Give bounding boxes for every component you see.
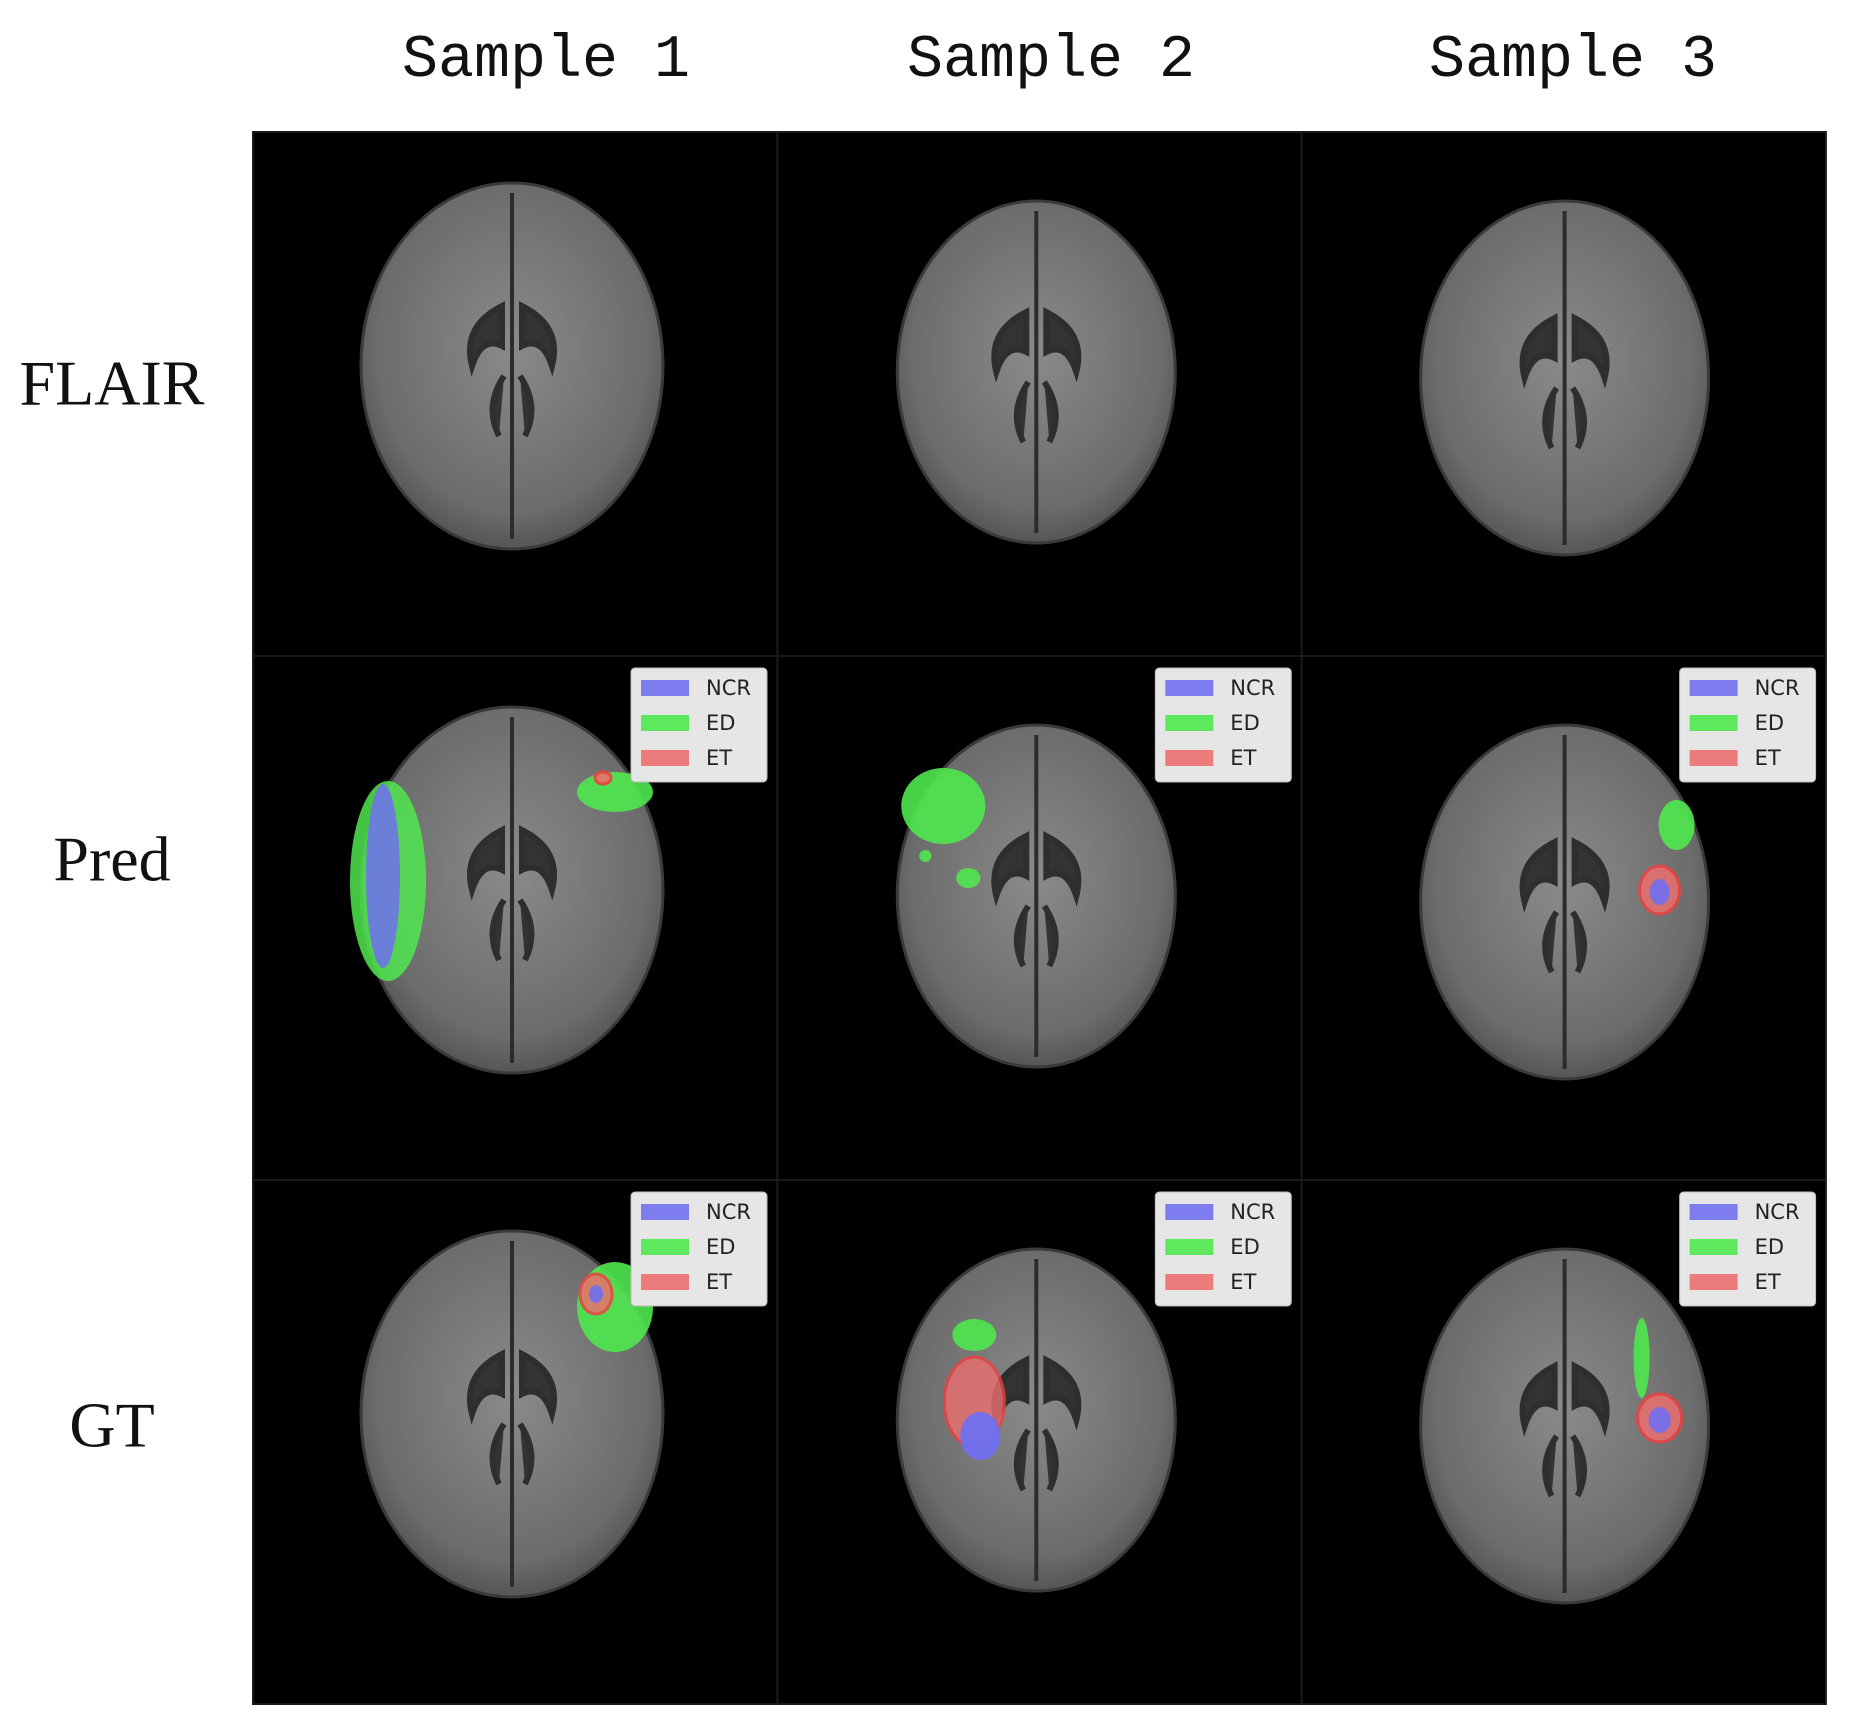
ventricle	[991, 831, 1082, 968]
legend-swatch	[1689, 715, 1738, 731]
legend-swatch	[1165, 1239, 1214, 1255]
legend-label: NCR	[1755, 1200, 1800, 1224]
legend-label: ED	[1755, 1235, 1784, 1259]
legend-label: ET	[1230, 746, 1256, 770]
ventricle	[1519, 837, 1610, 974]
legend-swatch	[641, 750, 689, 766]
legend-swatch	[1165, 750, 1214, 766]
mri-slice: NCR ED ET	[1419, 1191, 1817, 1605]
mri-slice: NCR ED ET	[359, 1191, 768, 1599]
legend-swatch	[1165, 715, 1214, 731]
legend-swatch	[1165, 1204, 1214, 1220]
legend-label: NCR	[706, 676, 751, 700]
segmentation	[1633, 1318, 1650, 1398]
legend-swatch	[641, 680, 689, 696]
column-header: Sample 2	[907, 27, 1195, 95]
legend-swatch	[1689, 1239, 1738, 1255]
mri-slice	[359, 181, 665, 551]
legend-label: ED	[706, 711, 735, 735]
segmentation	[589, 1285, 603, 1303]
legend-label: ET	[706, 746, 732, 770]
legend-label: NCR	[1230, 1200, 1275, 1224]
ventricle	[467, 1349, 557, 1486]
legend-swatch	[1689, 680, 1738, 696]
mri-slice	[1419, 199, 1711, 557]
ventricle	[991, 307, 1082, 444]
legend: NCR ED ET	[630, 667, 768, 783]
legend-label: ED	[706, 1235, 735, 1259]
legend-label: NCR	[1230, 676, 1275, 700]
ventricle	[467, 301, 557, 438]
legend-label: ET	[1755, 1270, 1781, 1294]
legend-swatch	[641, 1204, 689, 1220]
legend: NCR ED ET	[1679, 667, 1817, 783]
legend-label: ED	[1230, 1235, 1259, 1259]
mri-slice: NCR ED ET	[895, 667, 1292, 1069]
legend-label: ED	[1230, 711, 1259, 735]
legend-swatch	[1689, 1274, 1738, 1290]
row-label: GT	[69, 1390, 154, 1461]
legend-swatch	[1165, 680, 1214, 696]
segmentation	[1658, 800, 1695, 850]
legend-label: ET	[1755, 746, 1781, 770]
segmentation	[593, 770, 613, 786]
mri-slice	[895, 199, 1177, 545]
mri-slice: NCR ED ET	[350, 667, 768, 1075]
row-label: Pred	[53, 824, 170, 895]
segmentation	[956, 868, 981, 888]
segmentation	[901, 768, 986, 844]
segmentation	[366, 784, 400, 968]
legend-swatch	[1689, 750, 1738, 766]
segmentation	[1648, 1407, 1671, 1433]
legend-swatch	[641, 715, 689, 731]
legend-swatch	[1689, 1204, 1738, 1220]
legend-label: ED	[1755, 711, 1784, 735]
column-header: Sample 1	[402, 27, 690, 95]
mri-slice: NCR ED ET	[895, 1191, 1292, 1593]
legend-swatch	[641, 1239, 689, 1255]
legend-label: NCR	[706, 1200, 751, 1224]
ventricle	[1519, 313, 1610, 450]
ventricle	[467, 825, 557, 962]
segmentation	[1649, 879, 1670, 905]
legend: NCR ED ET	[630, 1191, 768, 1307]
legend-label: ET	[1230, 1270, 1256, 1294]
legend: NCR ED ET	[1154, 667, 1292, 783]
ventricle	[1519, 1361, 1610, 1498]
segmentation	[919, 850, 932, 862]
segmentation	[960, 1412, 1001, 1460]
legend-swatch	[1165, 1274, 1214, 1290]
legend: NCR ED ET	[1679, 1191, 1817, 1307]
column-header: Sample 3	[1429, 27, 1717, 95]
row-label: FLAIR	[20, 348, 205, 419]
cell-border	[1300, 1179, 1827, 1705]
legend: NCR ED ET	[1154, 1191, 1292, 1307]
legend-label: NCR	[1755, 676, 1800, 700]
legend-swatch	[641, 1274, 689, 1290]
mri-slice: NCR ED ET	[1419, 667, 1817, 1081]
segmentation	[952, 1319, 997, 1351]
legend-label: ET	[706, 1270, 732, 1294]
